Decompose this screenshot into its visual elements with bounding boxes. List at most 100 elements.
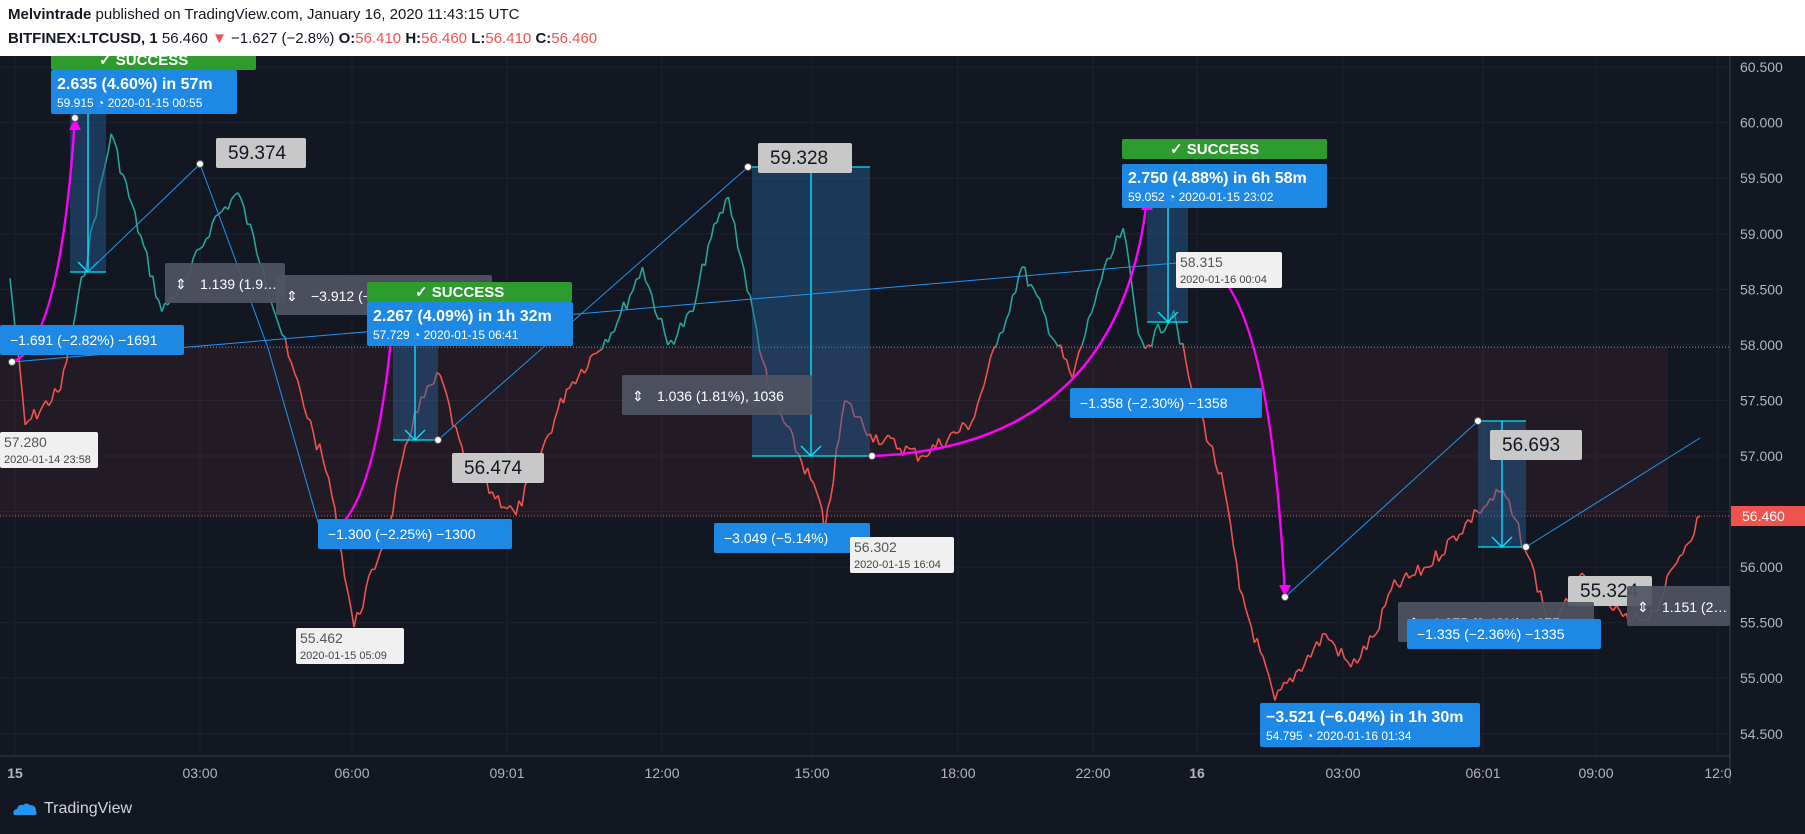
price-segment (542, 438, 547, 448)
price-segment (491, 491, 496, 500)
price-segment (783, 421, 788, 427)
price-segment (1134, 311, 1140, 334)
price-segment (306, 417, 311, 421)
price-chart[interactable]: 60.500 60.000 59.500 59.000 58.500 58.000 57.5… (0, 56, 1805, 784)
price-segment (122, 174, 127, 183)
success-badge (367, 282, 572, 302)
tradingview-logo[interactable]: TradingView (12, 800, 132, 818)
range-label (622, 375, 812, 415)
target-label (51, 70, 237, 114)
price-segment (1232, 546, 1238, 563)
price-segment (1259, 651, 1264, 658)
price-segment (300, 393, 305, 408)
stop-label (714, 523, 870, 553)
price-segment (635, 277, 640, 281)
price-segment (1039, 298, 1044, 311)
price-segment (1365, 635, 1371, 651)
price-segment (1157, 323, 1162, 334)
price-segment (1301, 663, 1306, 672)
price-segment (1303, 654, 1309, 665)
target-label (367, 302, 573, 346)
time-tick: 15 (7, 765, 23, 781)
price-segment (1343, 658, 1349, 663)
point-time: 2020-01-14 23:58 (4, 454, 91, 466)
time-tick: 12:0 (1704, 765, 1731, 781)
price-segment (792, 434, 797, 453)
price-segment (1340, 648, 1346, 659)
price-segment (1241, 594, 1247, 608)
price-segment (1618, 610, 1624, 618)
symbol-label[interactable]: BITFINEX:LTCUSD, 1 (8, 30, 158, 47)
price-segment (1214, 464, 1220, 475)
price-segment (395, 473, 400, 490)
time-tick: 06:01 (1465, 765, 1500, 781)
price-segment (455, 426, 460, 439)
price-segment (1211, 446, 1217, 465)
price-segment (1328, 639, 1333, 642)
projection-curve-3 (871, 197, 1149, 458)
price-segment (271, 305, 277, 316)
price-segment (616, 314, 622, 323)
price-segment (859, 416, 865, 428)
price-segment (1679, 553, 1684, 557)
price-segment (1318, 633, 1324, 647)
success-badge (51, 56, 256, 70)
price-segment (1097, 281, 1102, 290)
price-segment (1059, 344, 1065, 359)
price-segment (110, 133, 115, 142)
price-segment (1172, 310, 1178, 326)
price-segment (1078, 344, 1083, 353)
price-segment (1359, 645, 1365, 658)
price-segment (1508, 500, 1513, 516)
price-change: −1.627 (−2.8%) (231, 30, 335, 47)
price-segment (427, 384, 431, 387)
price-segment (1144, 344, 1150, 350)
tradingview-cloud-icon (13, 803, 37, 815)
price-segment (686, 310, 691, 316)
price-segment (847, 401, 852, 406)
price-segment (1229, 523, 1235, 547)
price-segment (1337, 648, 1343, 657)
price-segment (1209, 443, 1214, 448)
price-segment (33, 409, 38, 420)
price-segment (1501, 490, 1507, 498)
price-segment (346, 591, 352, 609)
price-segment (125, 181, 130, 198)
price-segment (1256, 638, 1261, 652)
measure-2-arrowhead (404, 429, 426, 441)
price-segment (598, 348, 603, 352)
time-tick: 03:00 (1325, 765, 1360, 781)
price-segment (509, 505, 514, 511)
price-segment (1112, 235, 1118, 251)
price-segment (192, 249, 198, 259)
price-segment (595, 350, 600, 354)
price-segment (1051, 336, 1056, 342)
price-segment (113, 140, 118, 150)
price-segment (950, 431, 954, 435)
author-name[interactable]: Melvintrade (8, 6, 92, 23)
range-text: 1.036 (1.81%), 1036 (657, 388, 784, 404)
last-price: 56.460 (161, 30, 208, 47)
time-tick: 18:00 (940, 765, 975, 781)
price-segment (1188, 378, 1193, 390)
price-segment (660, 318, 666, 334)
price-segment (1283, 681, 1288, 685)
price-tick: 56.000 (1740, 559, 1783, 575)
publish-info: published on TradingView.com, January 16… (95, 6, 520, 23)
price-segment (1431, 550, 1437, 565)
price-segment (340, 551, 346, 578)
price-segment (1441, 553, 1445, 557)
price-segment (629, 289, 634, 297)
price-axis: 60.500 60.000 59.500 59.000 58.500 58.000 57.5… (1731, 59, 1805, 742)
price-segment (521, 485, 526, 507)
price-segment (373, 560, 379, 570)
price-segment (556, 397, 562, 411)
price-segment (995, 333, 1001, 346)
price-segment (1378, 608, 1384, 630)
target-text: 2.750 (4.88%) in 6h 58m (1128, 170, 1307, 187)
price-segment (1011, 291, 1017, 297)
price-segment (1036, 295, 1041, 300)
price-tick: 60.500 (1740, 59, 1783, 75)
price-segment (30, 409, 35, 420)
price-segment (619, 301, 625, 315)
